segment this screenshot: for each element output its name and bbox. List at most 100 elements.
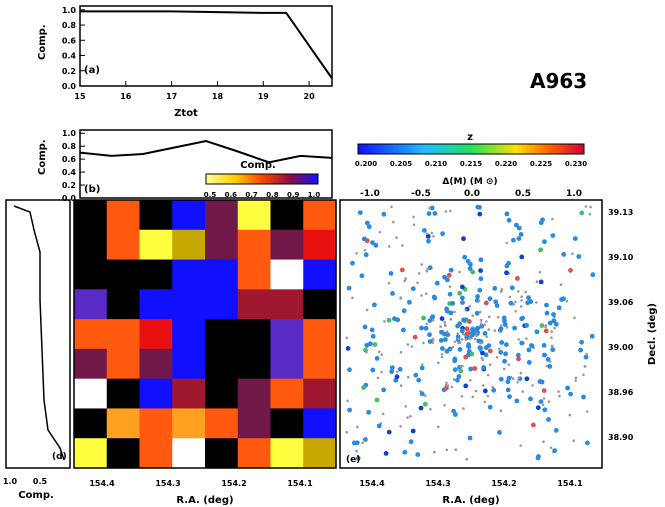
heatmap-xtick-label: 154.2 xyxy=(221,479,246,488)
scatter-point xyxy=(395,370,399,374)
scatter-ytick-label: 39.13 xyxy=(608,208,633,217)
scatter-point xyxy=(430,231,434,235)
scatter-point xyxy=(541,403,545,407)
scatter-point xyxy=(550,233,556,239)
scatter-point xyxy=(471,329,477,335)
scatter-ytick-label: 39.00 xyxy=(608,343,634,352)
heatmap-cell xyxy=(106,289,140,320)
scatter-point xyxy=(535,280,539,284)
scatter-point xyxy=(495,355,499,359)
scatter-point xyxy=(526,347,532,353)
scatter-point xyxy=(362,324,368,330)
scatter-point xyxy=(422,341,425,345)
scatter-point xyxy=(370,367,376,373)
scatter-point xyxy=(462,254,468,260)
scatter-point xyxy=(440,355,444,359)
scatter-point xyxy=(466,319,472,324)
scatter-point xyxy=(497,347,501,351)
heatmap-cell xyxy=(106,259,140,290)
scatter-point xyxy=(574,376,578,380)
scatter-xtick-label: 154.4 xyxy=(359,479,385,488)
scatter-point xyxy=(431,338,435,342)
heatmap-cell xyxy=(172,408,206,439)
scatter-point xyxy=(559,283,563,287)
scatter-point xyxy=(368,341,373,347)
scatter-point xyxy=(544,324,548,327)
panel-a-ytick-label: 1.0 xyxy=(62,6,77,15)
scatter-point xyxy=(504,211,510,217)
z-colorbar-label: z xyxy=(467,132,473,143)
panel-b-ytick-label: 0.4 xyxy=(62,168,77,177)
scatter-point xyxy=(478,268,483,273)
scatter-point xyxy=(420,294,423,297)
scatter-point xyxy=(377,350,381,354)
scatter-point xyxy=(412,215,415,219)
scatter-point xyxy=(374,356,380,361)
z-colorbar-tick: 0.210 xyxy=(425,160,447,168)
panel-a-ytick-label: 0.4 xyxy=(62,52,77,61)
scatter-point xyxy=(460,284,465,290)
scatter-xlabel: R.A. (deg) xyxy=(442,495,499,506)
scatter-point xyxy=(346,285,352,291)
scatter-point xyxy=(479,322,483,326)
scatter-point xyxy=(422,401,428,407)
scatter-point xyxy=(433,450,436,454)
scatter-point xyxy=(444,383,448,387)
scatter-point xyxy=(381,211,387,217)
scatter-point xyxy=(511,237,516,243)
heatmap-cell xyxy=(74,200,108,231)
scatter-point xyxy=(529,343,535,349)
scatter-point xyxy=(399,296,403,299)
scatter-point xyxy=(364,342,370,348)
scatter-point xyxy=(404,277,408,280)
scatter-point xyxy=(437,425,440,429)
scatter-point xyxy=(458,368,464,374)
heatmap-cell xyxy=(106,200,140,231)
heatmap-xticks: 154.4 154.3 154.2 154.1 xyxy=(89,479,313,488)
heatmap-cell xyxy=(270,289,304,320)
panel-a: 0.0 0.2 0.4 0.6 0.8 1.0 15 16 17 18 19 20 (a) Comp… xyxy=(37,5,333,119)
scatter-point xyxy=(477,287,483,293)
scatter-point xyxy=(386,429,392,435)
scatter-point xyxy=(475,294,480,299)
scatter-point xyxy=(480,350,485,356)
scatter-point xyxy=(458,270,461,274)
comp-colorbar-tick: 0.7 xyxy=(245,191,258,199)
scatter-point xyxy=(426,211,432,217)
scatter-point xyxy=(446,384,450,387)
scatter-point xyxy=(471,314,475,318)
scatter-point xyxy=(448,285,452,288)
scatter-point xyxy=(466,344,471,349)
scatter-point xyxy=(364,220,370,226)
scatter-point xyxy=(443,320,447,324)
heatmap-cell xyxy=(139,259,173,290)
scatter-point xyxy=(428,206,432,210)
scatter-point xyxy=(415,452,421,457)
scatter-point xyxy=(451,408,456,414)
scatter-point xyxy=(378,230,382,234)
comp-colorbar-tick: 0.8 xyxy=(266,191,279,199)
scatter-point xyxy=(542,397,546,400)
comp-colorbar-bar xyxy=(205,173,319,185)
comp-colorbar: Comp. 0.5 0.6 0.7 0.8 0.9 1.0 xyxy=(204,160,321,199)
scatter-point xyxy=(410,345,414,348)
scatter-point xyxy=(480,356,484,360)
scatter-point xyxy=(486,343,492,348)
scatter-point xyxy=(362,236,367,242)
scatter-point xyxy=(422,228,427,233)
scatter-point xyxy=(457,337,460,341)
scatter-point xyxy=(519,444,522,447)
scatter-point xyxy=(444,210,448,213)
scatter-point xyxy=(547,320,553,326)
scatter-point xyxy=(399,350,403,354)
scatter-point xyxy=(547,400,551,404)
panel-a-ytick-label: 0.6 xyxy=(62,36,77,45)
scatter-point xyxy=(467,435,473,441)
scatter-point xyxy=(453,340,457,344)
scatter-point xyxy=(572,439,575,443)
scatter-point xyxy=(506,375,512,381)
panel-a-xtick-label: 17 xyxy=(166,92,177,101)
scatter-point xyxy=(347,367,352,373)
scatter-point xyxy=(483,400,487,404)
scatter-point xyxy=(581,394,586,400)
